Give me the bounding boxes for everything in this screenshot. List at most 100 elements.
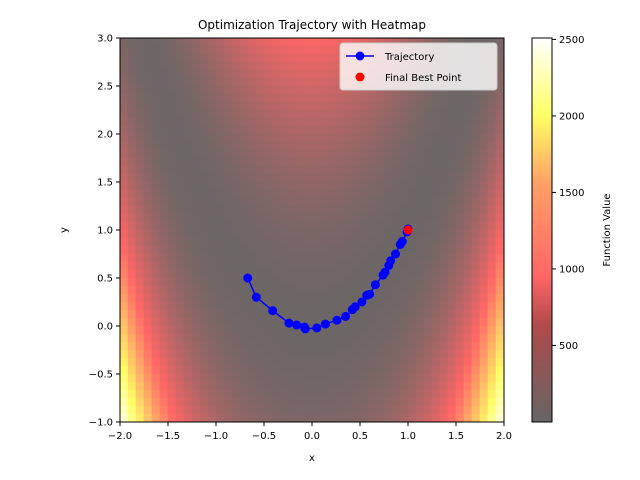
heatmap-cell bbox=[471, 301, 481, 311]
heatmap-cell bbox=[207, 189, 217, 199]
heatmap-cell bbox=[423, 149, 433, 159]
heatmap-cell bbox=[167, 373, 177, 383]
heatmap-cell bbox=[255, 325, 265, 335]
heatmap-cell bbox=[135, 157, 145, 167]
heatmap-cell bbox=[135, 373, 145, 383]
heatmap-cell bbox=[231, 93, 241, 103]
heatmap-cell bbox=[439, 149, 449, 159]
heatmap-cell bbox=[239, 117, 249, 127]
heatmap-cell bbox=[271, 165, 281, 175]
heatmap-cell bbox=[479, 245, 489, 255]
heatmap-cell bbox=[311, 261, 321, 271]
heatmap-cell bbox=[263, 117, 273, 127]
heatmap-cell bbox=[183, 269, 193, 279]
heatmap-cell bbox=[423, 333, 433, 343]
heatmap-cell bbox=[375, 253, 385, 263]
heatmap-cell bbox=[471, 413, 481, 422]
heatmap-cell bbox=[311, 317, 321, 327]
heatmap-cell bbox=[127, 61, 137, 71]
heatmap-cell bbox=[439, 269, 449, 279]
heatmap-cell bbox=[247, 109, 257, 119]
heatmap-cell bbox=[191, 85, 201, 95]
heatmap-cell bbox=[407, 325, 417, 335]
heatmap-cell bbox=[271, 381, 281, 391]
heatmap-cell bbox=[159, 133, 169, 143]
heatmap-cell bbox=[471, 261, 481, 271]
heatmap-cell bbox=[391, 277, 401, 287]
heatmap-cell bbox=[263, 157, 273, 167]
heatmap-cell bbox=[199, 165, 209, 175]
heatmap-cell bbox=[199, 189, 209, 199]
heatmap-cell bbox=[271, 181, 281, 191]
heatmap-cell bbox=[279, 69, 289, 79]
heatmap-cell bbox=[407, 165, 417, 175]
heatmap-cell bbox=[120, 125, 129, 135]
heatmap-cell bbox=[263, 38, 273, 47]
heatmap-cell bbox=[127, 38, 137, 47]
heatmap-cell bbox=[199, 93, 209, 103]
heatmap-cell bbox=[183, 357, 193, 367]
heatmap-cell bbox=[215, 293, 225, 303]
heatmap-cell bbox=[447, 205, 457, 215]
heatmap-cell bbox=[263, 213, 273, 223]
heatmap-cell bbox=[311, 38, 321, 47]
heatmap-cell bbox=[439, 253, 449, 263]
heatmap-cell bbox=[311, 397, 321, 407]
heatmap-cell bbox=[319, 333, 329, 343]
heatmap-cell bbox=[383, 405, 393, 415]
heatmap-cell bbox=[423, 133, 433, 143]
heatmap-cell bbox=[367, 309, 377, 319]
heatmap-cell bbox=[319, 309, 329, 319]
heatmap-cell bbox=[175, 101, 185, 111]
heatmap-cell bbox=[423, 397, 433, 407]
heatmap-cell bbox=[215, 405, 225, 415]
legend-trajectory-label: Trajectory bbox=[384, 52, 434, 63]
heatmap-cell bbox=[335, 261, 345, 271]
heatmap-cell bbox=[199, 181, 209, 191]
heatmap-cell bbox=[399, 189, 409, 199]
heatmap-cell bbox=[127, 117, 137, 127]
heatmap-cell bbox=[231, 197, 241, 207]
heatmap-cell bbox=[319, 125, 329, 135]
heatmap-cell bbox=[479, 357, 489, 367]
heatmap-cell bbox=[231, 405, 241, 415]
heatmap-cell bbox=[303, 197, 313, 207]
heatmap-cell bbox=[199, 141, 209, 151]
heatmap-cell bbox=[120, 293, 129, 303]
heatmap-cell bbox=[367, 189, 377, 199]
heatmap-cell bbox=[327, 397, 337, 407]
heatmap-cell bbox=[415, 373, 425, 383]
heatmap-cell bbox=[383, 293, 393, 303]
heatmap-cell bbox=[391, 373, 401, 383]
heatmap-cell bbox=[295, 373, 305, 383]
heatmap-cell bbox=[127, 141, 137, 151]
heatmap-cell bbox=[463, 413, 473, 422]
heatmap-cell bbox=[207, 365, 217, 375]
heatmap-cell bbox=[247, 237, 257, 247]
heatmap-cell bbox=[231, 38, 241, 47]
heatmap-cell bbox=[335, 357, 345, 367]
heatmap-cell bbox=[455, 413, 465, 422]
heatmap-cell bbox=[167, 61, 177, 71]
heatmap-cell bbox=[279, 381, 289, 391]
heatmap-cell bbox=[167, 365, 177, 375]
heatmap-cell bbox=[351, 38, 361, 47]
heatmap-cell bbox=[279, 77, 289, 87]
heatmap-cell bbox=[479, 405, 489, 415]
heatmap-cell bbox=[279, 149, 289, 159]
heatmap-cell bbox=[479, 285, 489, 295]
heatmap-cell bbox=[135, 165, 145, 175]
heatmap-cell bbox=[487, 397, 497, 407]
heatmap-cell bbox=[151, 253, 161, 263]
heatmap-cell bbox=[191, 317, 201, 327]
heatmap-cell bbox=[295, 365, 305, 375]
heatmap-cell bbox=[359, 269, 369, 279]
heatmap-cell bbox=[143, 381, 153, 391]
trajectory-point bbox=[370, 280, 380, 290]
heatmap-cell bbox=[279, 85, 289, 95]
heatmap-cell bbox=[255, 349, 265, 359]
heatmap-cell bbox=[239, 357, 249, 367]
heatmap-cell bbox=[319, 165, 329, 175]
heatmap-cell bbox=[231, 269, 241, 279]
heatmap-cell bbox=[127, 269, 137, 279]
